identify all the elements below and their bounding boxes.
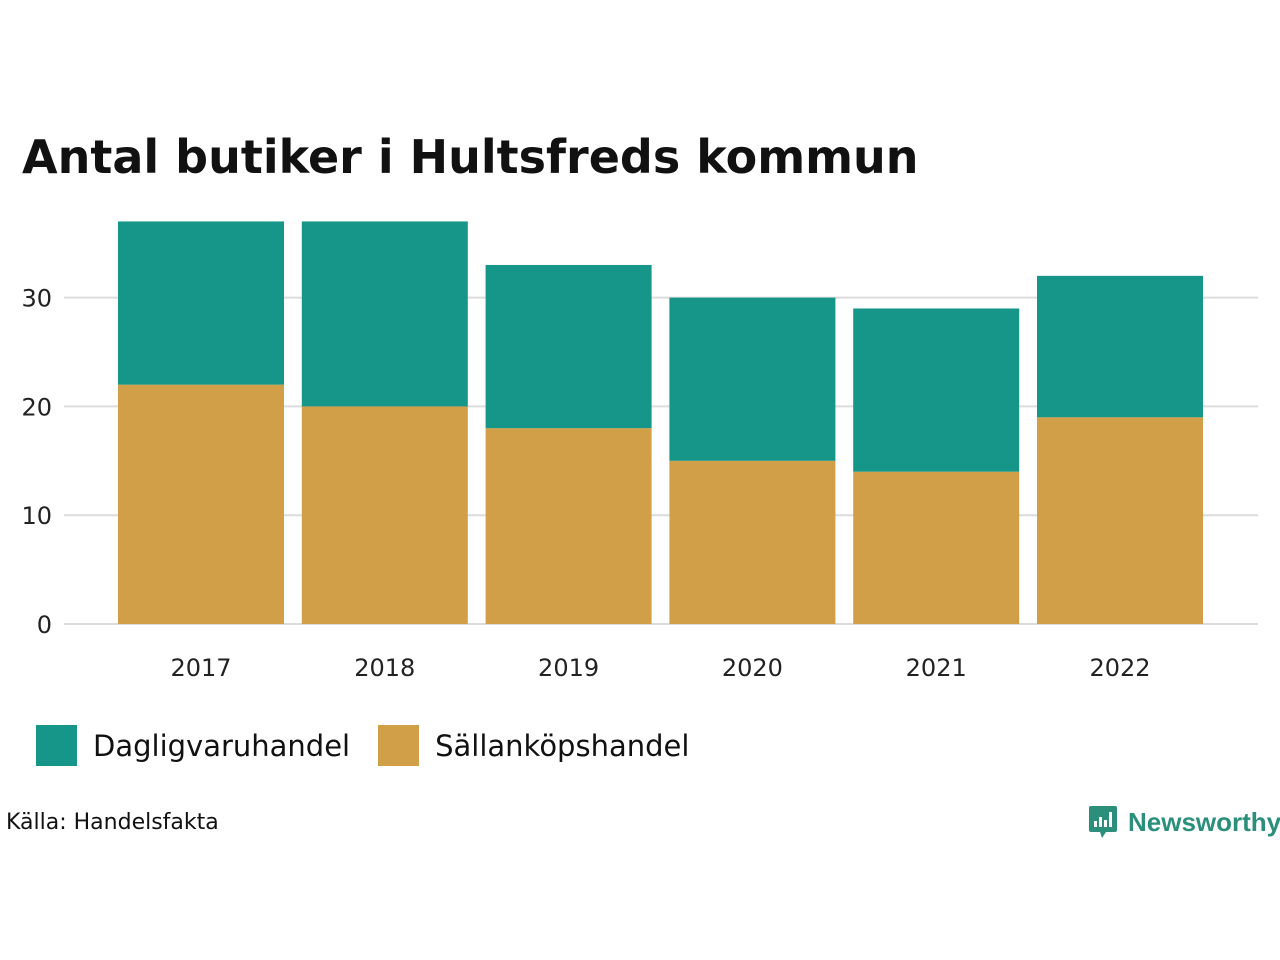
bar-sallankopshandel-2017 <box>118 384 284 624</box>
x-tick-label: 2021 <box>906 654 967 682</box>
bar-sallankopshandel-2020 <box>669 460 836 624</box>
bar-dagligvaruhandel-2022 <box>1037 275 1203 418</box>
x-tick-label: 2017 <box>170 654 231 682</box>
label-layer: 0 10 20 30 2017 2018 2019 2020 2021 2022 <box>21 285 1150 682</box>
source-note: Källa: Handelsfakta <box>6 810 219 835</box>
bar-layer <box>118 221 1203 624</box>
legend: Dagligvaruhandel Sällanköpshandel <box>36 725 717 766</box>
bar-sallankopshandel-2019 <box>485 428 652 624</box>
brand-logo: Newsworthy <box>1088 804 1280 840</box>
x-tick-label: 2022 <box>1089 654 1150 682</box>
chart-title: Antal butiker i Hultsfreds kommun <box>22 130 919 184</box>
x-tick-label: 2018 <box>354 654 415 682</box>
brand-name: Newsworthy <box>1128 806 1280 837</box>
y-tick-label: 10 <box>21 502 52 530</box>
bar-dagligvaruhandel-2020 <box>669 297 836 461</box>
x-tick-label: 2020 <box>722 654 783 682</box>
y-tick-label: 0 <box>37 611 52 639</box>
bar-sallankopshandel-2022 <box>1037 417 1203 624</box>
legend-swatch-sallankopshandel <box>378 725 420 766</box>
bar-sallankopshandel-2021 <box>853 471 1020 624</box>
legend-label-dagligvaruhandel: Dagligvaruhandel <box>93 728 351 763</box>
y-tick-label: 20 <box>21 393 52 421</box>
legend-label-sallankopshandel: Sällanköpshandel <box>435 728 690 763</box>
bar-dagligvaruhandel-2017 <box>118 221 284 385</box>
x-tick-label: 2019 <box>538 654 599 682</box>
y-tick-label: 30 <box>21 285 52 313</box>
bar-sallankopshandel-2018 <box>301 406 468 624</box>
legend-swatch-dagligvaruhandel <box>36 725 77 766</box>
bar-dagligvaruhandel-2018 <box>301 221 468 407</box>
legend-item-dagligvaruhandel: Dagligvaruhandel <box>36 725 350 766</box>
newsworthy-icon <box>1089 806 1117 838</box>
legend-item-sallankopshandel: Sällanköpshandel <box>378 725 689 766</box>
bar-dagligvaruhandel-2019 <box>485 264 652 429</box>
bar-dagligvaruhandel-2021 <box>853 308 1020 472</box>
